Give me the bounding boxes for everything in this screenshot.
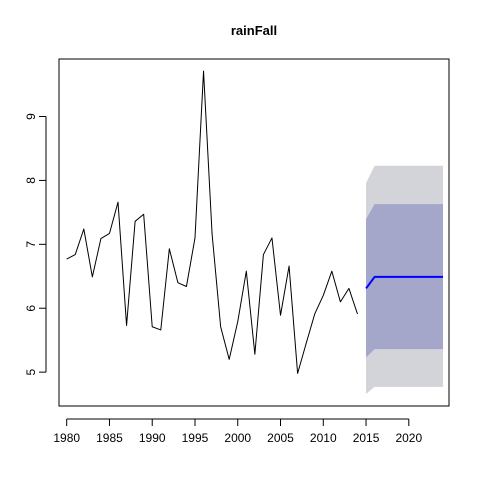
x-tick-label: 2015 bbox=[353, 431, 380, 445]
y-tick-label: 6 bbox=[24, 305, 38, 312]
y-axis: 5 6 7 8 9 bbox=[24, 113, 47, 375]
y-tick-label: 7 bbox=[24, 241, 38, 248]
x-tick-label: 2010 bbox=[310, 431, 337, 445]
x-tick-label: 1980 bbox=[53, 431, 80, 445]
x-tick-label: 2005 bbox=[267, 431, 294, 445]
y-tick-label: 5 bbox=[24, 368, 38, 375]
y-tick-label: 9 bbox=[24, 113, 38, 120]
x-tick-label: 1990 bbox=[139, 431, 166, 445]
x-tick-label: 1985 bbox=[96, 431, 123, 445]
plot-frame bbox=[58, 58, 450, 407]
series-lines bbox=[66, 70, 444, 374]
chart-title: rainFall bbox=[231, 23, 277, 38]
forecast-interval-bands bbox=[366, 165, 444, 394]
x-tick-label: 2020 bbox=[395, 431, 422, 445]
x-tick-label: 2000 bbox=[224, 431, 251, 445]
x-axis: 1980 1985 1990 1995 2000 2005 2010 2015 2020 bbox=[53, 418, 422, 445]
y-tick-label: 8 bbox=[24, 177, 38, 184]
x-tick-label: 1995 bbox=[182, 431, 209, 445]
forecast-mean-line bbox=[365, 275, 444, 290]
observed-line bbox=[66, 70, 358, 374]
inner-band-polygon bbox=[366, 204, 444, 358]
